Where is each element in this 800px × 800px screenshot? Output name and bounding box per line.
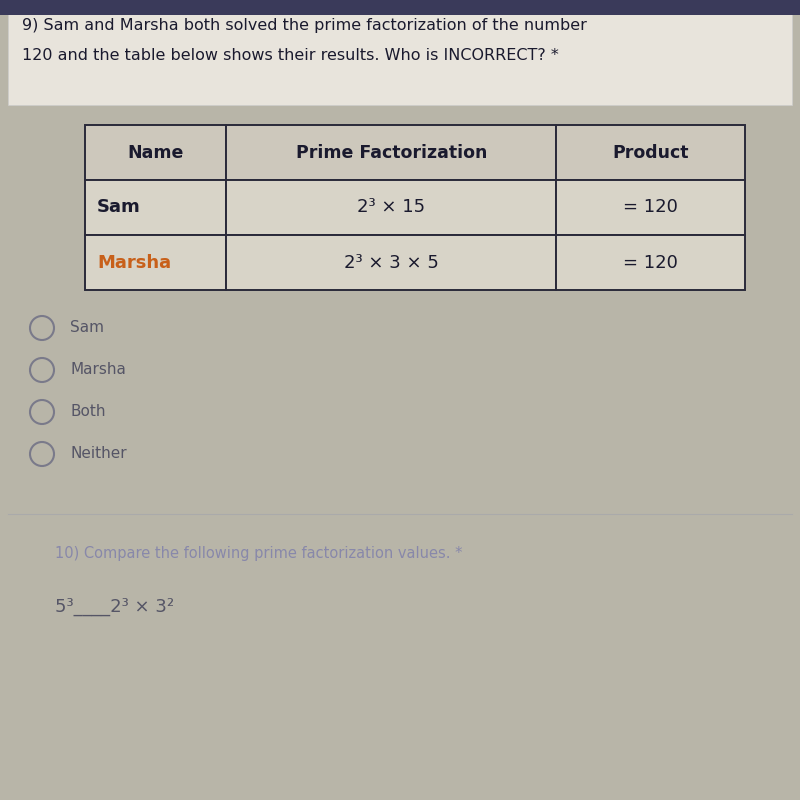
- Text: 9) Sam and Marsha both solved the prime factorization of the number: 9) Sam and Marsha both solved the prime …: [22, 18, 587, 33]
- Text: Product: Product: [613, 143, 689, 162]
- Bar: [557, 125, 745, 180]
- Text: 120 and the table below shows their results. Who is INCORRECT? *: 120 and the table below shows their resu…: [22, 48, 558, 63]
- Text: Marsha: Marsha: [97, 254, 171, 271]
- Bar: [85, 125, 226, 180]
- Text: = 120: = 120: [623, 198, 678, 217]
- Text: Sam: Sam: [97, 198, 141, 217]
- Bar: [226, 180, 557, 235]
- Text: 2³ × 3 × 5: 2³ × 3 × 5: [344, 254, 439, 271]
- Text: Neither: Neither: [70, 446, 126, 462]
- Bar: [8, 10, 792, 105]
- Text: Sam: Sam: [70, 321, 104, 335]
- Bar: [226, 125, 557, 180]
- Bar: [557, 235, 745, 290]
- Bar: [85, 235, 226, 290]
- Text: Marsha: Marsha: [70, 362, 126, 378]
- Bar: [85, 180, 226, 235]
- Bar: [0, 0, 800, 15]
- Text: Prime Factorization: Prime Factorization: [296, 143, 487, 162]
- Text: 10) Compare the following prime factorization values. *: 10) Compare the following prime factoriz…: [55, 546, 462, 561]
- Bar: [557, 180, 745, 235]
- Bar: [226, 235, 557, 290]
- Text: 2³ × 15: 2³ × 15: [358, 198, 426, 217]
- Text: 5³____2³ × 3²: 5³____2³ × 3²: [55, 598, 174, 616]
- Text: Name: Name: [127, 143, 184, 162]
- Text: Both: Both: [70, 405, 106, 419]
- Text: = 120: = 120: [623, 254, 678, 271]
